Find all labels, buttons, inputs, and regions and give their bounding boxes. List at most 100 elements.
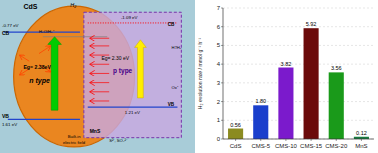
annotation: Built-inelectric field: [63, 134, 86, 144]
bar-chart: 012345670.561.803.825.923.560.12CdSCMS-5…: [195, 0, 378, 153]
energy-level: [88, 106, 178, 107]
x-tick-label: MnS: [355, 143, 367, 149]
bar: [304, 28, 319, 139]
x-tick-label: CMS-15: [300, 143, 323, 149]
mns-rect: [84, 12, 182, 137]
annotation-line: VB: [2, 113, 9, 119]
field-arrow: [90, 82, 110, 83]
diagram-background: [0, 0, 195, 153]
y-tick-label: 4: [217, 61, 221, 67]
grid-line: [223, 82, 374, 83]
x-axis-line: [223, 139, 374, 140]
x-tick-label: CdS: [230, 143, 242, 149]
annotation: n type: [29, 77, 50, 85]
y-tick-label: 0: [217, 136, 221, 142]
bars: [228, 28, 369, 139]
annotation-line: -1.09 eV: [121, 15, 138, 20]
y-tick-label: 7: [217, 5, 221, 11]
annotation-line: electric field: [63, 140, 86, 145]
annotation: H₂O/H₂⁺: [39, 29, 55, 34]
field-arrow: [90, 91, 110, 92]
x-tick-label: CMS-20: [325, 143, 348, 149]
data-label: 3.82: [281, 61, 292, 67]
bar: [228, 129, 243, 139]
energy-level: [88, 22, 178, 23]
annotation-line: 1.61 eV: [2, 122, 17, 127]
annotation-line: n type: [29, 77, 50, 85]
annotation-line: p type: [113, 67, 133, 75]
data-label: 0.12: [356, 130, 367, 136]
photon-arrow: [20, 55, 30, 61]
x-tick: [285, 139, 286, 141]
field-arrow: [90, 38, 110, 39]
grid-line: [223, 139, 374, 140]
data-label: 0.56: [230, 122, 241, 128]
data-label: 5.92: [306, 21, 317, 27]
annotation: -1.09 eV: [121, 15, 138, 20]
x-tick: [235, 139, 236, 141]
annotation: VB: [168, 102, 175, 107]
plot-background: [195, 0, 378, 153]
annotation: CB: [2, 30, 10, 36]
annotation: p type: [113, 67, 133, 75]
y-tick-label: 5: [217, 42, 221, 48]
annotation-line: VB: [168, 102, 175, 107]
grid-line: [223, 101, 374, 102]
annotation-line: Eg= 2.38eV: [23, 64, 51, 70]
x-tick: [260, 139, 261, 141]
x-tick-label: CMS-10: [275, 143, 298, 149]
annotation: Eg= 2.30 eV: [101, 55, 129, 61]
y-axis-line: [223, 8, 224, 139]
y-tick-label: 3: [217, 80, 221, 86]
annotation-line: CdS: [23, 3, 37, 10]
annotation-line: H₂: [70, 2, 77, 8]
annotation-line: Ox⁺: [172, 85, 179, 90]
annotation: H₂: [70, 2, 77, 8]
grid-line: [223, 8, 374, 9]
x-tick: [336, 139, 337, 141]
photon-arrow: [39, 46, 51, 54]
bar: [253, 105, 268, 139]
annotation-line: S²⁻, SO₄²⁻: [109, 138, 128, 143]
annotation-line: CB: [2, 30, 10, 36]
annotation-line: MnS: [90, 128, 101, 134]
diagram: CdS n type Eg= 2.38eV p type Eg= 2.30 eV -0.7…: [0, 0, 195, 153]
hole-arrow: [135, 40, 147, 98]
annotation: 1.61 eV: [2, 122, 17, 127]
y-axis-label: H₂ evolution rate / mmol g⁻¹ h⁻¹: [197, 38, 203, 110]
energy-level: [8, 119, 80, 120]
annotation: Ox⁺: [172, 85, 179, 90]
electron-arrow: [48, 37, 62, 111]
field-arrow: [90, 73, 110, 74]
bar: [329, 72, 344, 139]
y-tick-label: 1: [217, 117, 221, 123]
field-arrow: [90, 64, 110, 65]
annotation-line: -0.77 eV: [2, 23, 19, 28]
data-label: 1.80: [255, 98, 266, 104]
annotation-line: CB: [168, 22, 175, 27]
annotation: 1.21 eV: [125, 110, 140, 115]
annotation: S²⁻, SO₄²⁻: [109, 138, 128, 143]
annotation: -0.77 eV: [2, 23, 19, 28]
grid-line: [223, 26, 374, 27]
annotation: CdS: [23, 3, 37, 10]
field-arrow: [90, 100, 110, 101]
annotation-line: H⁺/H₂: [172, 45, 182, 50]
annotation: Eg= 2.38eV: [23, 64, 51, 70]
x-tick: [361, 139, 362, 141]
grid-line: [223, 64, 374, 65]
x-tick: [311, 139, 312, 141]
annotation: H⁺/H₂: [172, 45, 182, 50]
energy-level: [43, 36, 107, 37]
annotation: VB: [2, 113, 9, 119]
grid-line: [223, 120, 374, 121]
annotation-line: Eg= 2.30 eV: [101, 55, 129, 61]
annotation-line: H₂O/H₂⁺: [39, 29, 55, 34]
bar: [278, 68, 293, 139]
y-tick-label: 2: [217, 99, 221, 105]
data-label: 3.56: [331, 65, 342, 71]
chart: CdS n type Eg= 2.38eV p type Eg= 2.30 eV -0.7…: [0, 0, 378, 153]
y-tick-label: 6: [217, 24, 221, 30]
annotation: CB: [168, 22, 175, 27]
field-arrow: [90, 45, 110, 46]
